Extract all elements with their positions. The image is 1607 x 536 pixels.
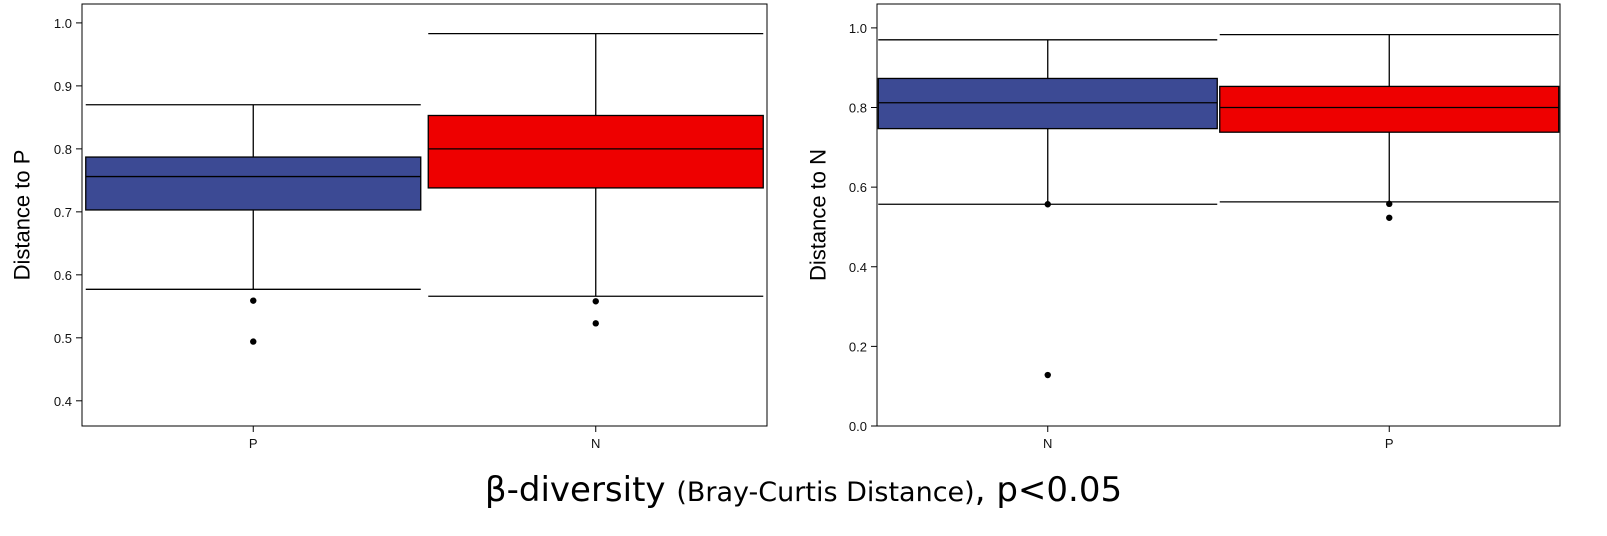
box-N (427, 32, 764, 327)
outlier-point (592, 320, 599, 327)
x-tick-label: P (1385, 436, 1394, 451)
x-tick-label: N (591, 436, 600, 451)
panel-distance-to-n: 0.0 0.2 0.4 0.6 0.8 1.0 Distance to N N P (806, 3, 1561, 451)
y-tick-label: 0.7 (54, 205, 72, 220)
y-tick-label: 0.5 (54, 331, 72, 346)
figure-caption: β-diversity (Bray-Curtis Distance), p<0.… (0, 470, 1607, 510)
y-tick-label: 0.4 (54, 394, 72, 409)
box-iqr (427, 114, 764, 189)
y-tick-label: 0.6 (849, 180, 867, 195)
y-tick-label: 0.4 (849, 260, 867, 275)
y-tick-label: 0.6 (54, 268, 72, 283)
box-P (85, 104, 422, 345)
plot-frame (81, 3, 768, 427)
outlier-point (1386, 214, 1393, 221)
outlier-point (1386, 200, 1393, 208)
y-tick-label: 1.0 (849, 21, 867, 36)
panel-distance-to-p: 0.4 0.5 0.6 0.7 0.8 0.9 1.0 Distance to P P N (10, 3, 768, 451)
y-tick-label: 0.9 (54, 79, 72, 94)
outlier-point (592, 298, 599, 305)
y-tick-label: 1.0 (54, 16, 72, 31)
x-tick-label: N (1043, 436, 1052, 451)
box-iqr (85, 156, 422, 211)
caption-greek: β-diversity (484, 470, 677, 510)
x-tick-label: P (249, 436, 258, 451)
y-tick-label: 0.8 (54, 142, 72, 157)
outlier-point (250, 338, 257, 345)
box-P (1219, 34, 1560, 221)
y-tick-label: 0.0 (849, 419, 867, 434)
caption-suffix: , p<0.05 (974, 470, 1123, 510)
caption-parenthetical: (Bray-Curtis Distance) (676, 477, 975, 508)
box-N (877, 39, 1218, 379)
plot-frame (876, 3, 1561, 427)
outlier-point (250, 297, 257, 304)
box-iqr (1219, 85, 1560, 133)
box-iqr (877, 77, 1218, 130)
outlier-point (1044, 371, 1051, 379)
y-axis-label: Distance to N (806, 149, 831, 281)
y-tick-label: 0.2 (849, 339, 867, 354)
outlier-point (1044, 201, 1051, 208)
y-axis-label: Distance to P (10, 150, 35, 281)
y-tick-label: 0.8 (849, 101, 867, 116)
